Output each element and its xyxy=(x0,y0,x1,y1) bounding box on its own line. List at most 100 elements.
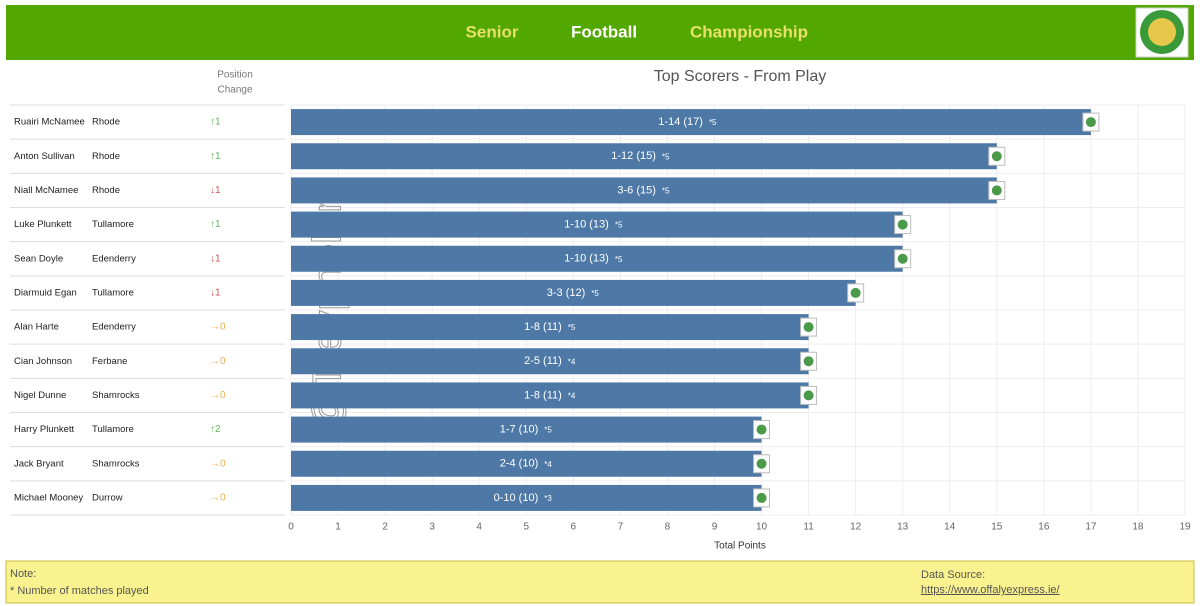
position-change: →0 xyxy=(210,356,226,367)
matches-label: *4 xyxy=(568,392,576,401)
logo xyxy=(1135,7,1189,58)
position-change: ↓1 xyxy=(210,253,221,264)
x-tick-label: 10 xyxy=(756,522,768,533)
header-word: Football xyxy=(571,22,637,41)
value-label: 1-10 (13) xyxy=(564,218,609,230)
bar xyxy=(291,484,762,511)
player-name: Anton Sullivan xyxy=(14,151,75,162)
bar xyxy=(291,450,762,477)
x-tick-label: 1 xyxy=(335,522,341,533)
x-tick-label: 3 xyxy=(429,522,435,533)
value-label: 1-7 (10) xyxy=(500,423,539,435)
chart-title: Top Scorers - From Play xyxy=(654,68,826,85)
player-name: Nigel Dunne xyxy=(14,390,66,401)
x-tick-label: 19 xyxy=(1179,522,1191,533)
value-label: 2-5 (11) xyxy=(524,355,562,367)
header-bar xyxy=(6,5,1194,60)
matches-label: *5 xyxy=(591,289,599,298)
bar xyxy=(291,416,762,443)
change-header: Position xyxy=(217,70,253,81)
club-crest-icon xyxy=(850,287,861,298)
x-tick-label: 8 xyxy=(665,522,671,533)
x-tick-label: 0 xyxy=(288,522,294,533)
header-word: Senior xyxy=(466,22,519,41)
header-word: Championship xyxy=(690,22,808,41)
position-change: ↓1 xyxy=(210,288,221,299)
club-crest-icon xyxy=(756,492,767,503)
x-tick-label: 9 xyxy=(712,522,718,533)
matches-label: *4 xyxy=(544,460,552,469)
club-name: Edenderry xyxy=(92,322,136,333)
x-tick-label: 4 xyxy=(476,522,482,533)
x-axis-label: Total Points xyxy=(714,541,766,552)
matches-label: *5 xyxy=(662,187,670,196)
matches-label: *4 xyxy=(568,357,576,366)
source-link[interactable]: https://www.offalyexpress.ie/ xyxy=(921,584,1061,596)
position-change: ↓1 xyxy=(210,185,221,196)
club-name: Rhode xyxy=(92,185,120,196)
bar xyxy=(291,245,903,272)
bar xyxy=(291,211,903,238)
note: * Number of matches played xyxy=(10,585,149,597)
x-tick-label: 16 xyxy=(1038,522,1050,533)
bar xyxy=(291,109,1091,136)
value-label: 1-10 (13) xyxy=(564,253,609,265)
player-name: Niall McNamee xyxy=(14,185,78,196)
club-name: Rhode xyxy=(92,117,120,128)
club-name: Tullamore xyxy=(92,287,134,298)
player-name: Luke Plunkett xyxy=(14,219,72,230)
club-name: Tullamore xyxy=(92,219,134,230)
position-change: ↑1 xyxy=(210,117,221,128)
source-title: Data Source: xyxy=(921,569,985,581)
club-name: Ferbane xyxy=(92,356,127,367)
club-crest-icon xyxy=(756,424,767,435)
value-label: 1-8 (11) xyxy=(524,389,562,401)
position-change: ↑1 xyxy=(210,151,221,162)
position-change: →0 xyxy=(210,322,226,333)
matches-label: *5 xyxy=(544,426,552,435)
footer-box xyxy=(5,560,1195,604)
value-label: 3-3 (12) xyxy=(547,287,586,299)
club-crest-icon xyxy=(897,253,908,264)
x-tick-label: 7 xyxy=(618,522,624,533)
bar xyxy=(291,314,809,341)
player-name: Jack Bryant xyxy=(14,458,64,469)
club-name: Edenderry xyxy=(92,253,136,264)
matches-label: *5 xyxy=(615,255,623,264)
value-label: 3-6 (15) xyxy=(617,184,656,196)
club-crest-icon xyxy=(991,185,1002,196)
bar xyxy=(291,348,809,375)
matches-label: *5 xyxy=(709,118,717,127)
player-name: Alan Harte xyxy=(14,322,59,333)
position-change: ↑1 xyxy=(210,219,221,230)
value-label: 1-14 (17) xyxy=(658,116,703,128)
x-tick-label: 6 xyxy=(571,522,577,533)
club-name: Shamrocks xyxy=(92,458,140,469)
club-crest-icon xyxy=(897,219,908,230)
club-crest-icon xyxy=(756,458,767,469)
matches-label: *5 xyxy=(615,221,623,230)
x-tick-label: 5 xyxy=(523,522,529,533)
player-name: Sean Doyle xyxy=(14,253,63,264)
club-crest-icon xyxy=(803,322,814,333)
player-name: Harry Plunkett xyxy=(14,424,75,435)
value-label: 0-10 (10) xyxy=(494,492,539,504)
player-name: Ruairi McNamee xyxy=(14,117,85,128)
club-crest-icon xyxy=(1085,117,1096,128)
club-name: Durrow xyxy=(92,492,123,503)
club-name: Rhode xyxy=(92,151,120,162)
matches-label: *3 xyxy=(544,494,552,503)
bar xyxy=(291,177,997,204)
position-change: →0 xyxy=(210,390,226,401)
player-name: Cian Johnson xyxy=(14,356,72,367)
player-name: Diarmuid Egan xyxy=(14,287,77,298)
value-label: 1-12 (15) xyxy=(611,150,656,162)
position-change: ↑2 xyxy=(210,424,221,435)
bar xyxy=(291,143,997,170)
x-tick-label: 17 xyxy=(1085,522,1097,533)
matches-label: *5 xyxy=(662,152,670,161)
club-crest-icon xyxy=(991,151,1002,162)
club-name: Tullamore xyxy=(92,424,134,435)
bar xyxy=(291,279,856,306)
